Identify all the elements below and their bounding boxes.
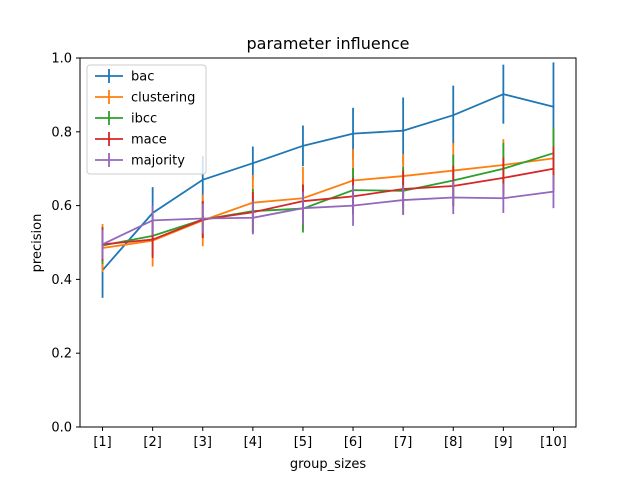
data-point-majority-7 <box>402 199 405 201</box>
data-point-majority-3 <box>201 217 204 220</box>
data-point-majority-10 <box>552 190 555 193</box>
data-point-mace-2 <box>151 238 154 241</box>
y-tick-label-0.0: 0.0 <box>51 421 72 436</box>
y-axis-label: precision <box>30 214 45 273</box>
data-point-bac-8 <box>452 114 455 117</box>
series-line-majority <box>102 190 554 246</box>
legend-label-majority: majority <box>131 154 185 169</box>
legend-label-bac: bac <box>131 70 154 85</box>
x-tick-label-1: [1] <box>93 435 111 450</box>
data-point-majority-6 <box>352 204 354 207</box>
y-tick-label-0.4: 0.4 <box>51 273 72 288</box>
x-tick-label-2: [2] <box>143 435 161 450</box>
x-tick-label-10: [10] <box>540 435 567 450</box>
data-point-bac-9 <box>502 93 505 96</box>
data-point-majority-9 <box>502 197 505 200</box>
y-tick-label-0.2: 0.2 <box>51 347 72 362</box>
series-majority <box>101 174 555 260</box>
data-point-mace-10 <box>552 167 555 170</box>
legend: bac clustering ibcc mace majority <box>86 64 207 175</box>
data-point-bac-6 <box>352 132 354 135</box>
chart-title: parameter influence <box>247 34 410 53</box>
data-point-bac-7 <box>402 129 405 132</box>
legend-label-ibcc: ibcc <box>131 112 157 127</box>
data-point-majority-2 <box>151 219 154 222</box>
x-tick-label-4: [4] <box>244 435 262 450</box>
data-point-majority-4 <box>251 216 254 219</box>
y-tick-label-0.8: 0.8 <box>51 125 72 140</box>
legend-label-mace: mace <box>131 133 167 148</box>
series-line-bac <box>101 93 554 271</box>
legend-label-clustering: clustering <box>131 91 195 106</box>
data-point-bac-5 <box>302 144 304 147</box>
data-point-majority-1 <box>101 243 104 246</box>
x-axis-label: group_sizes <box>290 457 366 472</box>
y-tick-label-0.6: 0.6 <box>51 199 72 214</box>
data-point-bac-3 <box>201 178 204 181</box>
data-point-bac-4 <box>251 162 254 165</box>
x-tick-label-5: [5] <box>294 435 312 450</box>
data-point-majority-8 <box>452 196 455 199</box>
plot-area: [1] [2] [3] [4] [5] [6] [7] [8] [9] [10] 0.0 0.2 0.4… <box>51 52 577 450</box>
x-tick-label-6: [6] <box>344 435 362 450</box>
x-tick-label-9: [9] <box>494 435 512 450</box>
legend-box <box>86 64 207 175</box>
data-point-mace-9 <box>502 177 505 179</box>
x-tick-label-3: [3] <box>194 435 212 450</box>
x-tick-label-8: [8] <box>444 435 462 450</box>
data-point-bac-10 <box>552 105 555 108</box>
x-tick-label-7: [7] <box>394 435 412 450</box>
data-point-majority-5 <box>302 207 304 210</box>
axes-frame <box>79 57 577 428</box>
y-tick-label-1.0: 1.0 <box>51 52 72 67</box>
series-line-mace <box>102 167 554 246</box>
